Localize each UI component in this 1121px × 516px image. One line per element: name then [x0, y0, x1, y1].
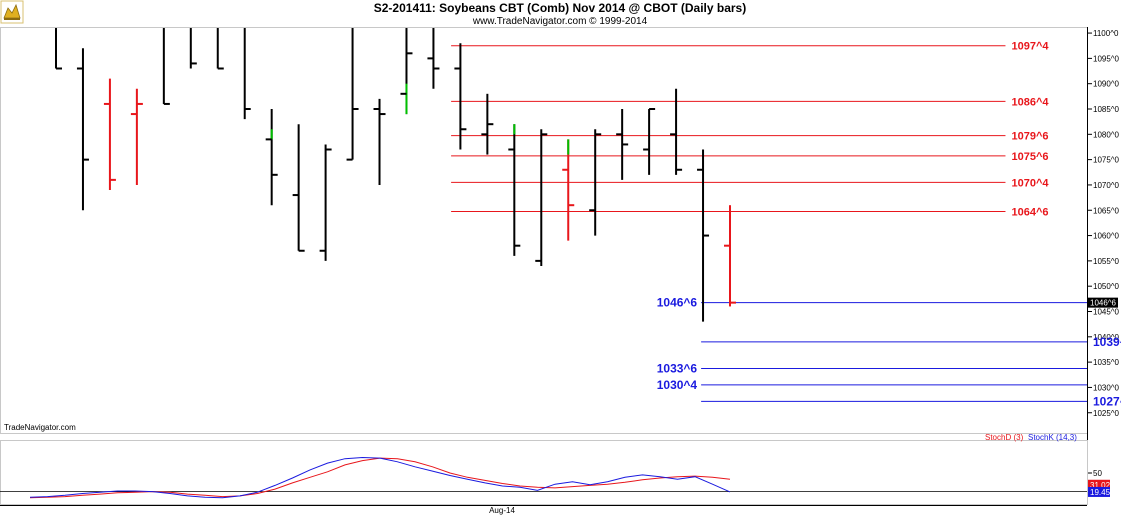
price-tick-label: 1080^0: [1093, 130, 1120, 139]
level-label: 1079^6: [1011, 131, 1048, 143]
price-tick-label: 1090^0: [1093, 80, 1120, 89]
price-axis-ticks: 1100^0 1095^0 1090^0 1085^0 1080^0 1075^0 1070…: [1088, 29, 1120, 418]
level-label: 1039^0: [1093, 335, 1121, 349]
indicator-axis-ticks: 50: [0, 469, 1102, 493]
indicator-last-label: 31.02: [1090, 481, 1111, 490]
indicator-panel-frame: [0, 440, 1088, 505]
chart-subtitle: www.TradeNavigator.com © 1999-2014: [472, 16, 648, 27]
price-tick-label: 1035^0: [1093, 358, 1120, 367]
price-tick-label: 1030^0: [1093, 383, 1120, 392]
indicator-tick-label: 50: [1093, 469, 1102, 478]
price-tick-label: 1055^0: [1093, 257, 1120, 266]
price-tick-label: 1095^0: [1093, 54, 1120, 63]
logo-icon[interactable]: [0, 0, 24, 24]
price-tick-label: 1085^0: [1093, 105, 1120, 114]
price-tick-label: 1100^0: [1093, 29, 1119, 38]
indicator-last-box: [1088, 479, 1110, 490]
price-tick-label: 1025^0: [1093, 409, 1120, 418]
last-price-box: [1088, 297, 1118, 308]
last-price-label: 1046^6: [1090, 299, 1117, 308]
level-label: 1027^2: [1093, 394, 1121, 408]
price-bars: [55, 28, 736, 322]
price-tick-label: 1050^0: [1093, 282, 1120, 291]
level-label: 1033^6: [657, 361, 698, 375]
indicator-legend: StochD (3) StochK (14,3): [985, 433, 1077, 442]
indicator-series-line: [29, 456, 731, 499]
price-tick-label: 1070^0: [1093, 181, 1120, 190]
price-tick-label: 1045^0: [1093, 308, 1120, 317]
price-tick-label: 1040^0: [1093, 333, 1120, 342]
level-label: 1070^4: [1011, 177, 1049, 189]
indicator-last-box: [1088, 486, 1110, 497]
level-label: 1075^6: [1011, 151, 1048, 163]
indicator-last-label: 19.45: [1090, 488, 1111, 497]
last-price-marker: 1046^6: [1088, 297, 1118, 308]
level-label: 1030^4: [657, 378, 698, 392]
price-tick-label: 1075^0: [1093, 156, 1120, 165]
watermark: TradeNavigator.com: [4, 423, 76, 432]
level-label: 1046^6: [657, 296, 698, 310]
price-tick-label: 1065^0: [1093, 206, 1120, 215]
level-label: 1064^6: [1011, 207, 1048, 219]
level-label: 1097^4: [1011, 41, 1049, 53]
price-levels: 1097^4 1086^4 1079^6 1075^6 1070^4 1064^6 1046…: [451, 41, 1121, 408]
level-label: 1086^4: [1011, 96, 1049, 108]
legend-stochk: StochK (14,3): [1028, 433, 1077, 442]
x-axis-label: Aug-14: [489, 506, 515, 515]
indicator-lines: [29, 456, 731, 499]
price-tick-label: 1060^0: [1093, 232, 1120, 241]
legend-stochd: StochD (3): [985, 433, 1024, 442]
chart-title: S2-201411: Soybeans CBT (Comb) Nov 2014 …: [374, 1, 746, 15]
